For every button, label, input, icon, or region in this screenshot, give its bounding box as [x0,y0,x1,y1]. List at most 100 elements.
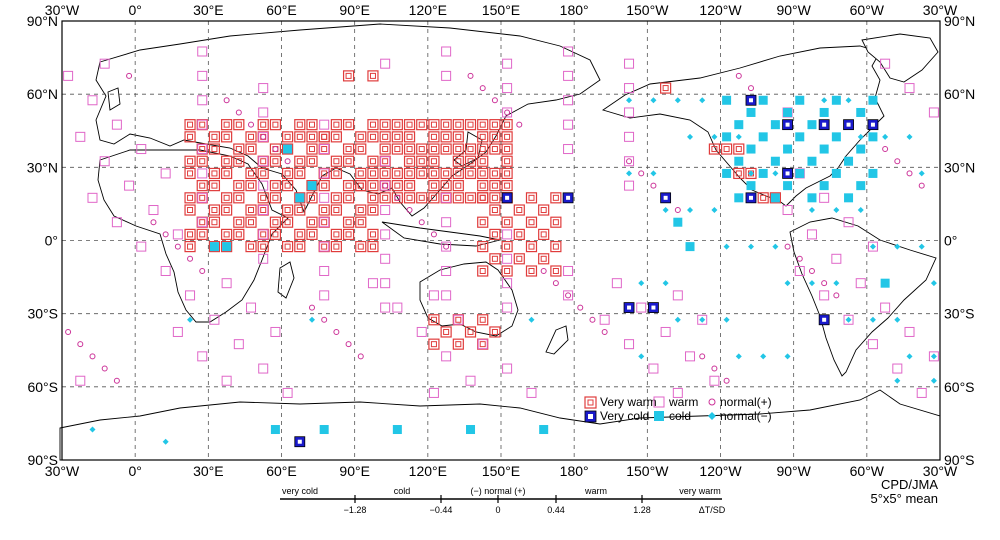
very-warm-marker-inner [455,341,462,348]
normal-minus-marker [735,133,742,140]
normal-minus-marker [747,170,754,177]
very-warm-marker-inner [394,182,401,189]
warm-marker [599,314,610,325]
latitude-label: 90°N [27,13,58,29]
very-warm-marker [733,167,745,180]
very-warm-marker-inner [187,133,194,140]
warm-marker [380,278,391,289]
very-warm-marker-inner [552,243,559,250]
very-warm-marker [245,180,257,192]
very-warm-marker [330,228,342,241]
very-warm-marker [550,265,562,277]
very-warm-marker-inner [443,146,450,153]
very-warm-marker-inner [272,231,279,238]
warm-marker [916,387,927,398]
scale-tick-label: 0.44 [547,505,565,515]
very-warm-marker-inner [504,182,511,189]
very-warm-marker [538,253,550,265]
normal-minus-marker [808,280,815,287]
very-warm-marker [501,241,513,253]
warm-marker [136,241,147,252]
very-warm-marker-inner [223,121,230,128]
very-warm-marker [196,155,208,167]
normal-minus-marker [528,316,535,323]
warm-marker [185,290,196,301]
very-warm-marker-inner [308,158,315,165]
warm-marker [380,180,391,191]
latitude-label: 60°S [27,379,58,395]
very-warm-marker [391,167,403,180]
very-warm-marker-inner [418,194,425,201]
very-warm-marker-inner [199,219,206,226]
very-warm-marker-inner [504,121,511,128]
very-warm-marker-inner [369,170,376,177]
very-warm-marker-inner [467,170,474,177]
very-cold-marker-inner [505,195,510,200]
warm-marker [660,326,671,337]
warm-marker [160,265,171,276]
anomaly-scale: very cold cold (−) normal (+) warm very … [280,486,726,515]
very-warm-marker [342,155,355,167]
very-warm-marker-inner [491,231,498,238]
greenland [861,33,939,83]
very-warm-marker-inner [235,158,242,165]
very-warm-marker [501,143,513,155]
warm-marker [75,131,86,142]
warm-marker [502,278,513,289]
very-warm-marker [391,192,403,204]
very-warm-marker [708,143,721,155]
warm-marker [855,278,866,289]
very-warm-marker [184,241,196,253]
very-warm-marker [294,131,306,143]
very-warm-marker [233,143,245,155]
very-warm-marker-inner [284,133,291,140]
very-cold-marker-inner [627,305,632,310]
very-warm-marker-inner [223,207,230,214]
scale-tick-label: 0 [495,505,500,515]
normal-plus-marker [174,243,181,250]
normal-minus-marker [930,280,937,287]
very-warm-marker-inner [662,85,669,92]
normal-minus-marker [674,316,681,323]
very-warm-marker [477,131,489,143]
very-warm-marker [501,180,513,192]
longitude-label: 150°W [626,2,669,18]
very-warm-marker [428,143,440,155]
very-warm-marker [428,338,440,350]
very-warm-marker-inner [369,182,376,189]
very-warm-marker-inner [455,170,462,177]
very-warm-marker-inner [223,170,230,177]
very-warm-marker [525,192,538,204]
warm-marker [319,290,330,301]
very-warm-marker [489,131,501,143]
very-warm-marker-inner [369,207,376,214]
warm-marker [87,95,98,106]
normal-minus-marker [869,243,876,250]
very-warm-marker [221,228,233,241]
very-warm-marker [294,241,306,253]
warm-marker [843,314,854,325]
warm-marker [563,95,574,106]
very-warm-marker [245,241,257,253]
cold-marker [209,242,219,252]
very-warm-marker-inner [272,158,279,165]
very-warm-marker [282,143,294,155]
very-warm-marker-inner [248,219,255,226]
very-warm-marker-inner [296,207,303,214]
normal-minus-marker [687,133,694,140]
warm-marker [319,119,330,130]
normal-plus-marker [650,182,657,189]
scale-tick-label: −0.44 [430,505,453,515]
very-warm-marker [221,155,233,167]
warm-marker [697,314,708,325]
normal-minus-marker [808,207,815,214]
very-warm-marker-inner [735,170,742,177]
very-warm-marker-inner [491,146,498,153]
very-warm-marker-inner [369,121,376,128]
normal-minus-marker [711,207,718,214]
very-warm-marker [416,155,428,167]
very-warm-marker [355,216,367,228]
cold-marker [746,181,756,191]
very-warm-marker [184,167,196,180]
very-warm-marker-inner [528,243,535,250]
